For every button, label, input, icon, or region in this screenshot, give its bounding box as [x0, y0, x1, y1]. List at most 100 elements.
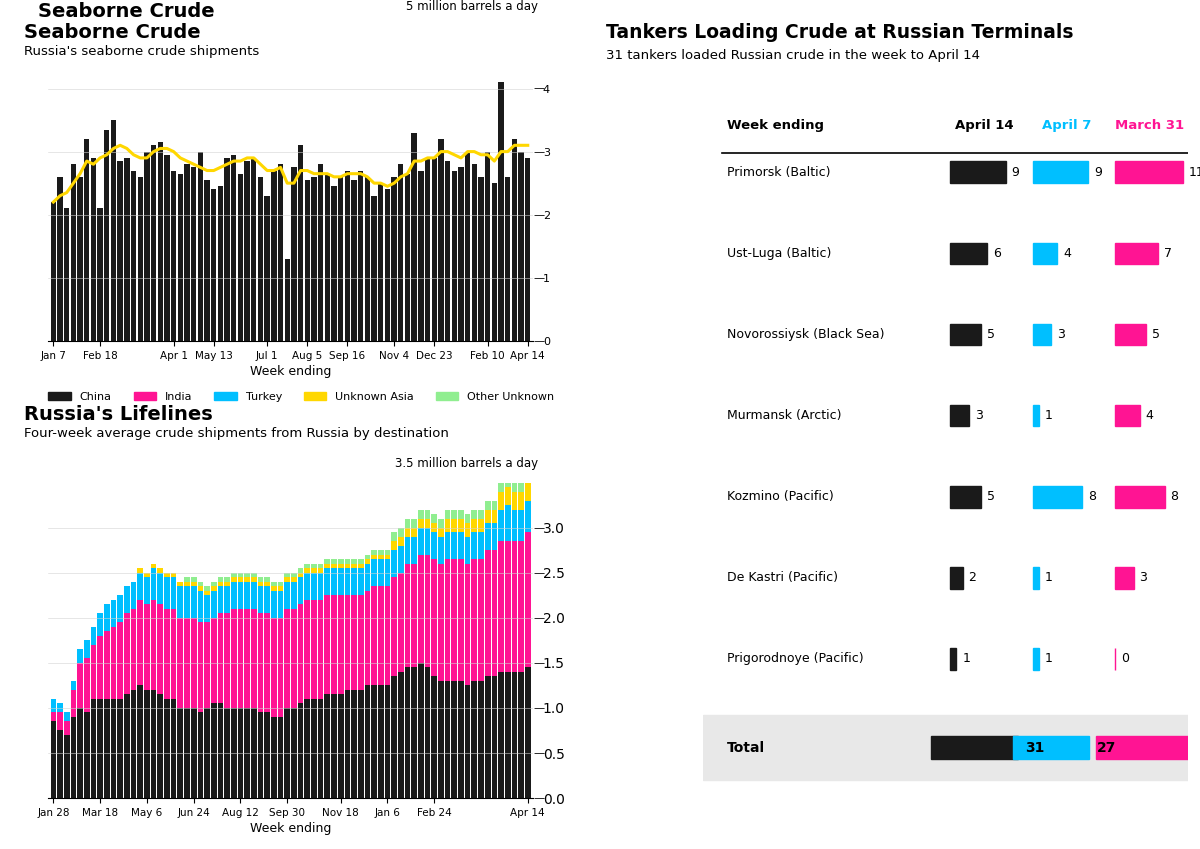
Bar	[58, 177, 62, 340]
Bar	[365, 177, 370, 340]
Bar	[511, 492, 517, 509]
Bar	[498, 509, 504, 542]
Bar	[50, 722, 56, 798]
Bar	[97, 636, 103, 699]
Bar	[184, 582, 190, 587]
Bar	[170, 609, 176, 699]
Bar	[464, 564, 470, 685]
Bar	[151, 564, 156, 568]
Bar	[258, 582, 263, 587]
Bar	[478, 681, 484, 798]
Bar	[131, 690, 137, 798]
Bar	[78, 177, 83, 340]
Text: 6: 6	[994, 247, 1001, 260]
Bar	[170, 577, 176, 609]
Bar	[485, 501, 491, 509]
Bar	[238, 609, 244, 708]
Bar	[245, 577, 250, 582]
Bar	[305, 573, 310, 600]
Bar	[524, 483, 530, 501]
Bar	[311, 564, 317, 568]
Bar	[50, 699, 56, 712]
Text: 8: 8	[1088, 490, 1096, 503]
Text: 1: 1	[1045, 571, 1052, 584]
Bar	[64, 712, 70, 722]
Bar	[151, 568, 156, 600]
Bar	[245, 161, 250, 340]
Bar	[144, 690, 150, 798]
Bar	[398, 672, 403, 798]
Bar	[398, 164, 403, 340]
Bar	[77, 649, 83, 663]
Bar	[398, 573, 403, 672]
Bar	[431, 677, 437, 798]
Bar	[391, 677, 397, 798]
Bar	[58, 712, 62, 730]
Bar	[84, 712, 90, 798]
FancyBboxPatch shape	[1013, 736, 1090, 760]
Text: Murmansk (Arctic): Murmansk (Arctic)	[727, 409, 841, 422]
Bar	[511, 509, 517, 542]
FancyBboxPatch shape	[950, 648, 956, 670]
Bar	[492, 550, 497, 677]
Bar	[124, 694, 130, 798]
Bar	[485, 550, 491, 677]
Bar	[271, 582, 277, 587]
FancyBboxPatch shape	[1115, 405, 1140, 426]
Bar	[170, 573, 176, 577]
Bar	[84, 640, 90, 659]
Bar	[292, 708, 296, 798]
Text: 1: 1	[962, 653, 970, 666]
Bar	[524, 532, 530, 667]
Bar	[511, 139, 517, 340]
FancyBboxPatch shape	[1115, 486, 1165, 508]
Bar	[358, 559, 364, 564]
Text: 31: 31	[1025, 741, 1045, 755]
Bar	[71, 717, 77, 798]
Bar	[211, 189, 216, 340]
Bar	[472, 509, 478, 519]
Bar	[77, 708, 83, 798]
Bar	[144, 573, 150, 577]
Bar	[264, 582, 270, 587]
Bar	[151, 600, 156, 690]
Bar	[198, 587, 203, 591]
Bar	[124, 587, 130, 613]
Bar	[84, 659, 90, 712]
Bar	[124, 158, 130, 340]
Bar	[331, 568, 337, 595]
X-axis label: Week ending: Week ending	[250, 822, 331, 835]
Text: Seaborne Crude: Seaborne Crude	[38, 3, 215, 21]
Text: 5: 5	[986, 490, 995, 503]
Bar	[292, 167, 296, 340]
Bar	[245, 708, 250, 798]
Bar	[365, 554, 371, 559]
FancyBboxPatch shape	[1033, 567, 1039, 588]
Text: —: —	[533, 210, 545, 220]
Bar	[251, 573, 257, 577]
FancyBboxPatch shape	[950, 567, 962, 588]
Bar	[217, 577, 223, 582]
Bar	[511, 478, 517, 492]
Bar	[298, 604, 304, 704]
Bar	[352, 595, 356, 690]
Bar	[464, 685, 470, 798]
Bar	[198, 591, 203, 622]
Bar	[371, 559, 377, 587]
Bar	[385, 685, 390, 798]
Bar	[277, 591, 283, 618]
Bar	[230, 577, 236, 582]
Bar	[404, 667, 410, 798]
Bar	[277, 618, 283, 717]
Bar	[458, 519, 463, 532]
Bar	[91, 158, 96, 340]
Text: —: —	[533, 793, 545, 803]
Bar	[131, 582, 137, 609]
Bar	[305, 568, 310, 573]
Text: 1: 1	[1045, 653, 1052, 666]
Bar	[144, 577, 150, 604]
Bar	[164, 573, 169, 577]
Bar	[378, 685, 384, 798]
Bar	[217, 704, 223, 798]
Bar	[445, 559, 450, 681]
